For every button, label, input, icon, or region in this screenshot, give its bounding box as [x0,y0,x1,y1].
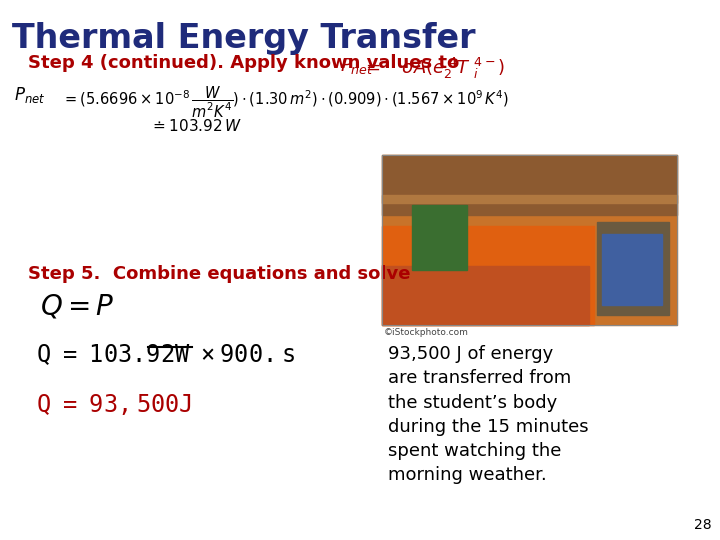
Text: $\mathtt{Q\ =\ 93,500J}$: $\mathtt{Q\ =\ 93,500J}$ [36,392,192,417]
Text: $Q = P$: $Q = P$ [40,292,114,320]
Text: Step 5.  Combine equations and solve: Step 5. Combine equations and solve [28,265,410,283]
Text: Thermal Energy Transfer: Thermal Energy Transfer [12,22,475,55]
Bar [382,155,677,325]
Bar [602,234,662,305]
Bar [382,266,588,325]
Text: 28: 28 [694,518,712,532]
Bar [412,205,467,270]
Text: $= \quad \sigma A(e_2^{\ 4}T\ _i^{4-})$: $= \quad \sigma A(e_2^{\ 4}T\ _i^{4-})$ [362,56,505,81]
Text: $\doteq 103.92\,W$: $\doteq 103.92\,W$ [150,118,242,134]
Text: $P_{net}$: $P_{net}$ [340,56,374,76]
Text: 93,500 J of energy
are transferred from
the student’s body
during the 15 minutes: 93,500 J of energy are transferred from … [388,345,589,484]
Bar [382,194,677,202]
Text: $= (5.6696 \times 10^{-8}\,\dfrac{W}{m^2K^4}) \cdot (1.30\,m^2) \cdot (0.909) \c: $= (5.6696 \times 10^{-8}\,\dfrac{W}{m^2… [62,85,509,120]
Bar [382,155,677,325]
Bar [382,226,595,325]
Bar [597,221,669,315]
Text: ©iStockphoto.com: ©iStockphoto.com [384,328,469,337]
Text: $\mathtt{Q\ =\ 103.92W\ \times 900.s}$: $\mathtt{Q\ =\ 103.92W\ \times 900.s}$ [36,342,295,367]
Text: $P_{net}$: $P_{net}$ [14,85,45,105]
Bar [382,155,677,214]
Text: Step 4 (continued). Apply known values to: Step 4 (continued). Apply known values t… [28,54,459,72]
